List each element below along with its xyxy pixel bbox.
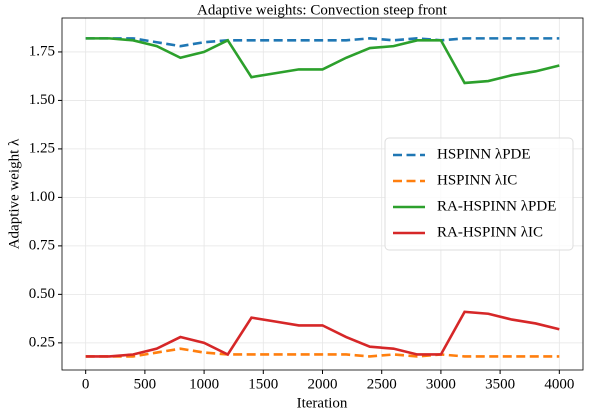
y-tick-label: 1.00: [29, 189, 55, 205]
plot-frame: [61, 17, 584, 371]
legend-label: HSPINN λPDE: [437, 146, 531, 162]
y-tick-label: 1.75: [29, 43, 55, 59]
x-tick-label: 4000: [544, 376, 574, 392]
legend-label: RA-HSPINN λIC: [437, 224, 543, 240]
x-tick-label: 1000: [189, 376, 219, 392]
series-line: [85, 37, 560, 48]
x-tick-label: 2500: [367, 376, 397, 392]
x-tick-label: 3500: [485, 376, 515, 392]
series-line: [85, 310, 560, 358]
y-tick-label: 1.50: [29, 92, 55, 108]
y-tick-label: 1.25: [29, 140, 55, 156]
x-tick-label: 3000: [426, 376, 456, 392]
legend-label: RA-HSPINN λPDE: [437, 198, 556, 214]
x-axis-label: Iteration: [297, 395, 348, 411]
y-tick-label: 0.50: [29, 286, 55, 302]
y-axis-label: Adaptive weight λ: [6, 138, 22, 249]
legend-frame: [384, 137, 574, 251]
x-tick-label: 0: [82, 376, 90, 392]
y-tick-label: 0.75: [29, 237, 55, 253]
x-tick-label: 2000: [308, 376, 338, 392]
chart-title: Adaptive weights: Convection steep front: [197, 2, 448, 18]
x-tick-label: 500: [134, 376, 157, 392]
series-line: [85, 347, 560, 358]
y-tick-label: 0.25: [29, 334, 55, 350]
series-line: [85, 37, 560, 85]
legend-label: HSPINN λIC: [437, 172, 517, 188]
x-tick-label: 1500: [248, 376, 278, 392]
